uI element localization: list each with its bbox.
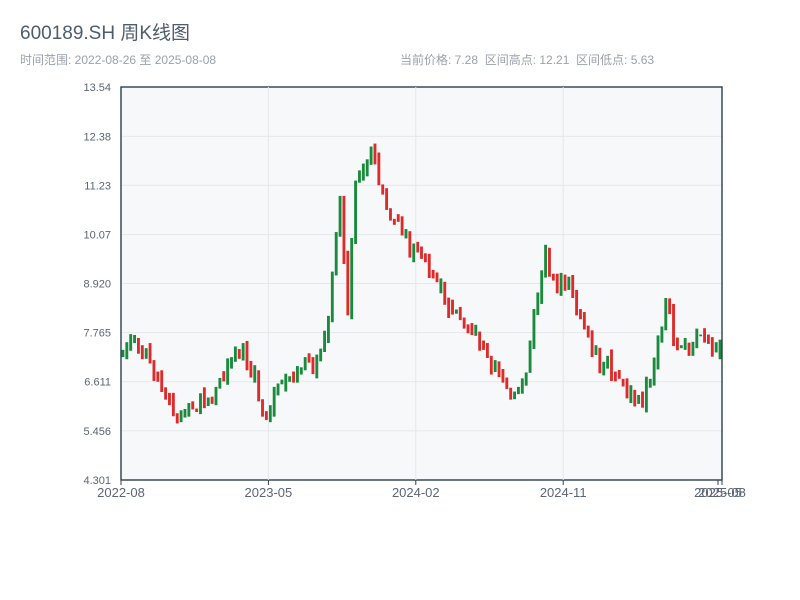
svg-text:6.611: 6.611 <box>84 377 111 389</box>
svg-text:2024-11: 2024-11 <box>540 485 587 500</box>
svg-text:11.23: 11.23 <box>84 180 111 192</box>
svg-text:2024-02: 2024-02 <box>392 485 440 500</box>
svg-text:2025-08: 2025-08 <box>698 485 746 500</box>
svg-text:5.456: 5.456 <box>83 426 111 438</box>
svg-text:8.920: 8.920 <box>83 279 111 291</box>
svg-text:13.54: 13.54 <box>83 82 111 94</box>
svg-text:12.38: 12.38 <box>83 131 111 143</box>
svg-text:2022-08: 2022-08 <box>97 485 145 500</box>
svg-text:2023-05: 2023-05 <box>245 485 293 500</box>
svg-text:10.07: 10.07 <box>83 230 111 242</box>
svg-text:7.765: 7.765 <box>83 328 111 340</box>
